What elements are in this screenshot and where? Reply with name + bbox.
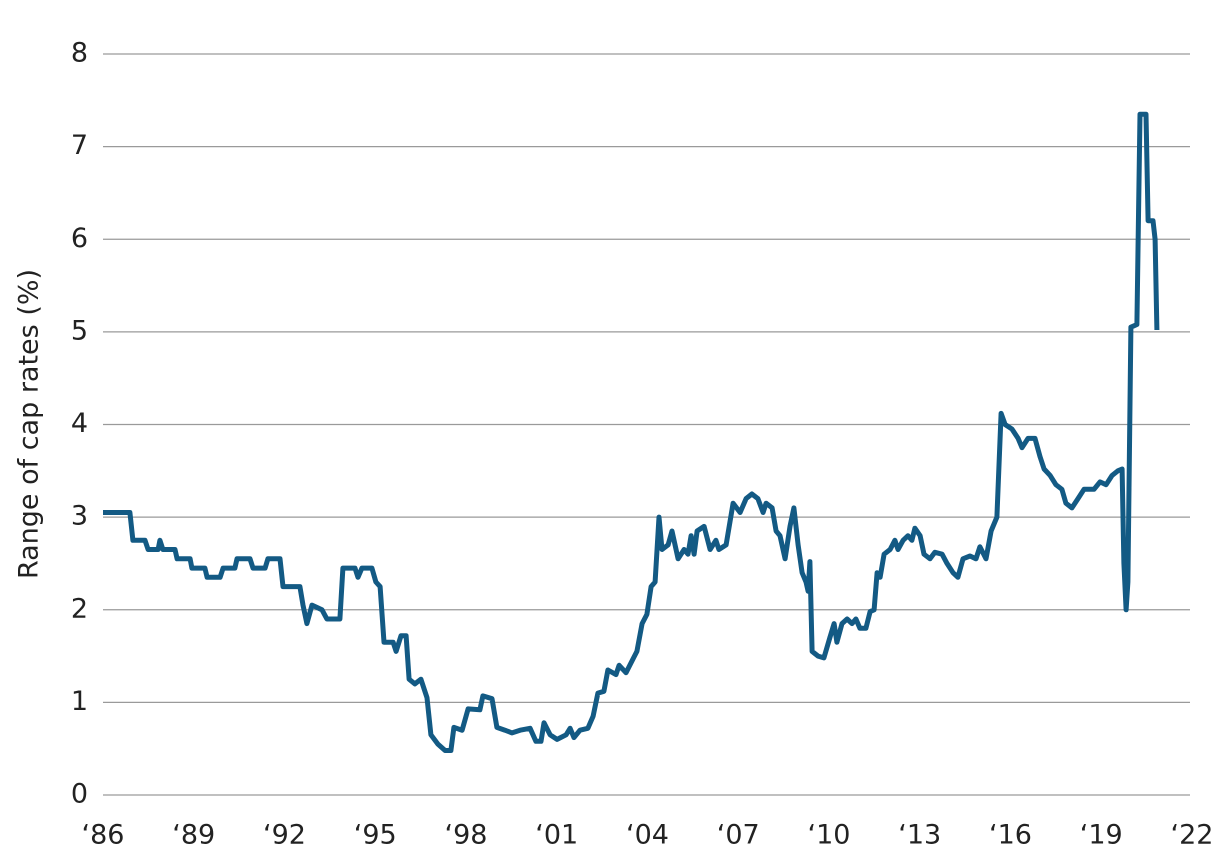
y-tick-label: 2 — [71, 593, 88, 624]
y-tick-label: 4 — [71, 408, 88, 439]
x-tick-label: ‘86 — [82, 820, 125, 851]
x-tick-label: ‘89 — [172, 820, 215, 851]
y-axis-label: Range of cap rates (%) — [14, 269, 45, 579]
y-tick-label: 3 — [71, 501, 88, 532]
x-tick-label: ‘07 — [717, 820, 760, 851]
x-tick-label: ‘22 — [1171, 820, 1214, 851]
y-tick-label: 5 — [71, 315, 88, 346]
x-tick-label: ‘92 — [263, 820, 306, 851]
y-tick-label: 1 — [71, 686, 88, 717]
x-tick-label: ‘95 — [354, 820, 397, 851]
y-tick-label: 8 — [71, 38, 88, 69]
x-tick-label: ‘01 — [535, 820, 578, 851]
y-tick-label: 7 — [71, 130, 88, 161]
x-tick-label: ‘16 — [989, 820, 1032, 851]
x-tick-label: ‘19 — [1080, 820, 1123, 851]
y-tick-label: 0 — [71, 779, 88, 810]
y-tick-label: 6 — [71, 223, 88, 254]
x-tick-label: ‘04 — [626, 820, 669, 851]
x-tick-label: ‘10 — [808, 820, 851, 851]
x-tick-label: ‘98 — [445, 820, 488, 851]
x-tick-label: ‘13 — [898, 820, 941, 851]
data-line — [103, 111, 1160, 753]
